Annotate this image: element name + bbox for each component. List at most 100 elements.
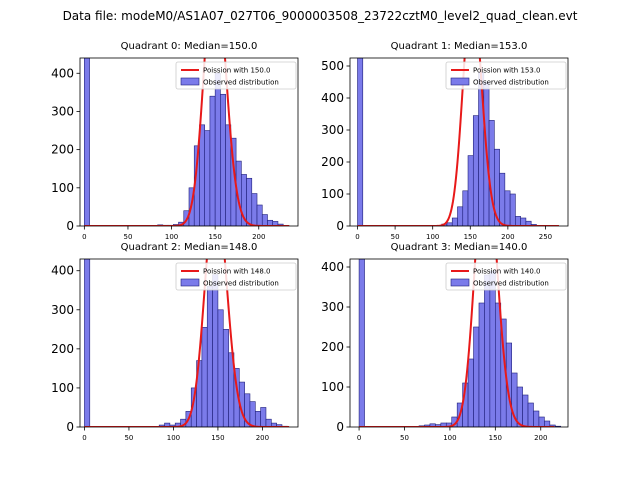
quadrant-0-panel: Quadrant 0: Median=150.0 0 100 200 300 400 0 50… xyxy=(51,41,299,241)
quadrant-3-bar xyxy=(358,259,365,427)
quadrant-2-legend-observed-label: Observed distribution xyxy=(203,280,279,288)
quadrant-3-ytick-label: 200 xyxy=(321,340,344,354)
quadrant-1-bar xyxy=(446,222,453,226)
quadrant-3-bar xyxy=(489,270,496,427)
quadrant-0-xtick-label: 100 xyxy=(165,233,178,241)
quadrant-1-legend-box xyxy=(445,61,567,90)
quadrant-3-bar xyxy=(516,386,523,427)
quadrant-3-ytick-label: 100 xyxy=(321,380,344,394)
quadrant-0-xtick-label: 0 xyxy=(82,233,86,241)
quadrant-1-title: Quadrant 1: Median=153.0 xyxy=(391,41,528,52)
quadrant-2-xtick-label: 50 xyxy=(124,434,133,442)
quadrant-3-bar xyxy=(533,410,540,427)
quadrant-1-ytick-label: 0 xyxy=(336,219,344,233)
quadrant-0-ytick-label: 400 xyxy=(51,66,74,80)
quadrant-3-panel: Quadrant 3: Median=140.0 0 100 200 300 400 0 50… xyxy=(321,242,569,442)
quadrant-3-bar xyxy=(522,394,529,427)
quadrant-3-bar xyxy=(544,420,551,427)
quadrant-3-bar xyxy=(473,326,480,427)
quadrant-1-ytick-label: 200 xyxy=(321,155,344,169)
quadrant-0-bar xyxy=(204,130,211,226)
quadrant-3-legend-observed-swatch xyxy=(450,278,470,287)
quadrant-1-ytick-label: 300 xyxy=(321,123,344,137)
quadrant-2-xtick-label: 100 xyxy=(167,434,180,442)
quadrant-2-bar xyxy=(254,411,261,427)
quadrant-3-title: Quadrant 3: Median=140.0 xyxy=(391,242,528,253)
quadrant-1-ytick-label: 100 xyxy=(321,187,344,201)
quadrant-1-poisson-fit-line xyxy=(357,58,559,226)
quadrant-2-ytick-label: 300 xyxy=(51,303,74,317)
quadrant-0-legend-box xyxy=(175,61,297,90)
quadrant-3-legend-observed-label: Observed distribution xyxy=(473,280,549,288)
quadrant-0-ytick-label: 300 xyxy=(51,104,74,118)
quadrant-1-panel: Quadrant 1: Median=153.00100200300400500… xyxy=(321,41,569,241)
quadrant-1-bar xyxy=(515,216,521,226)
quadrant-0-bar xyxy=(214,72,221,226)
quadrant-1-bar xyxy=(509,193,516,226)
quadrant-0-xtick-label: 150 xyxy=(208,233,221,241)
quadrant-3-xtick-label: 50 xyxy=(400,434,409,442)
quadrant-1-bar xyxy=(467,155,474,226)
quadrant-0-axes-frame xyxy=(79,57,299,227)
quadrant-2-title: Quadrant 2: Median=148.0 xyxy=(121,242,258,253)
quadrant-1-xtick-label: 250 xyxy=(539,233,552,241)
quadrant-1-ytick-label: 400 xyxy=(321,91,344,105)
quadrant-0-legend-fit-label: Poission with 150.0 xyxy=(203,67,271,75)
quadrant-1-bar xyxy=(499,172,506,226)
quadrant-1-legend-observed-label: Observed distribution xyxy=(473,79,549,87)
quadrant-0-bar xyxy=(251,193,258,226)
quadrant-0-bar xyxy=(199,124,205,226)
quadrant-0-legend-observed-swatch xyxy=(180,77,200,86)
quadrant-1-xtick-label: 100 xyxy=(426,233,439,241)
panels: Quadrant 0: Median=150.0 0 100 200 300 400 0 50… xyxy=(51,41,569,442)
quadrant-2-bar xyxy=(84,259,91,427)
quadrant-1-bar xyxy=(472,115,479,226)
quadrant-2-panel: Quadrant 2: Median=148.0 0 100 200 300 400 0 50… xyxy=(51,242,299,442)
quadrant-3-xtick-label: 200 xyxy=(534,434,547,442)
quadrant-1-legend: Poission with 153.0 Observed distribution xyxy=(445,61,567,90)
quadrant-0-bar xyxy=(261,214,268,226)
quadrant-1-bar xyxy=(504,190,511,226)
quadrant-2-legend-fit-label: Poission with 148.0 xyxy=(203,268,271,276)
quadrant-3-xtick-label: 150 xyxy=(489,434,502,442)
quadrant-3-ytick-label: 400 xyxy=(321,260,344,274)
quadrant-2-bar xyxy=(222,329,229,427)
quadrant-3-bar xyxy=(495,302,502,427)
quadrant-2-ytick-label: 100 xyxy=(51,381,74,395)
quadrant-2-legend-box xyxy=(175,262,297,291)
quadrant-3-legend: Poission with 140.0 Observed distribution xyxy=(445,262,567,291)
quadrant-0-ytick-label: 0 xyxy=(66,219,74,233)
quadrant-3-xtick-label: 100 xyxy=(443,434,456,442)
quadrant-0-bar xyxy=(209,95,216,226)
quadrant-2-plot-area xyxy=(84,259,290,427)
figure-title: Data file: modeM0/AS1A07_027T06_90000035… xyxy=(63,9,578,23)
quadrant-2-bar xyxy=(212,274,219,427)
quadrant-1-axes-frame xyxy=(349,57,569,227)
quadrant-2-poisson-fit-line xyxy=(84,259,290,427)
quadrant-1-xtick-label: 150 xyxy=(464,233,477,241)
quadrant-2-ytick-label: 0 xyxy=(66,420,74,434)
quadrant-3-bar xyxy=(467,358,474,427)
quadrant-2-xtick-label: 200 xyxy=(256,434,269,442)
quadrant-2-legend-observed-swatch xyxy=(180,278,200,287)
quadrant-2-axes-frame xyxy=(79,258,299,428)
quadrant-3-bar xyxy=(527,402,534,427)
quadrant-2-ytick-label: 400 xyxy=(51,264,74,278)
quadrant-1-bar xyxy=(462,190,469,226)
quadrant-0-ytick-label: 100 xyxy=(51,181,74,195)
quadrant-3-ytick-label: 0 xyxy=(336,420,344,434)
quadrant-3-plot-area xyxy=(358,259,562,427)
quadrant-3-xtick-label: 0 xyxy=(357,434,361,442)
quadrant-3-legend-fit-label: Poission with 140.0 xyxy=(473,268,541,276)
quadrant-1-xtick-label: 50 xyxy=(391,233,400,241)
quadrant-1-legend-observed-swatch xyxy=(450,77,470,86)
quadrant-3-legend-box xyxy=(445,262,567,291)
quadrant-2-xtick-label: 0 xyxy=(82,434,86,442)
quadrant-2-legend: Poission with 148.0 Observed distribution xyxy=(175,262,297,291)
quadrant-2-bar xyxy=(265,418,272,427)
quadrant-3-poisson-fit-line xyxy=(359,259,555,427)
quadrant-2-bar xyxy=(206,286,213,427)
quadrant-0-title: Quadrant 0: Median=150.0 xyxy=(121,41,258,52)
quadrant-1-plot-area xyxy=(357,58,559,226)
